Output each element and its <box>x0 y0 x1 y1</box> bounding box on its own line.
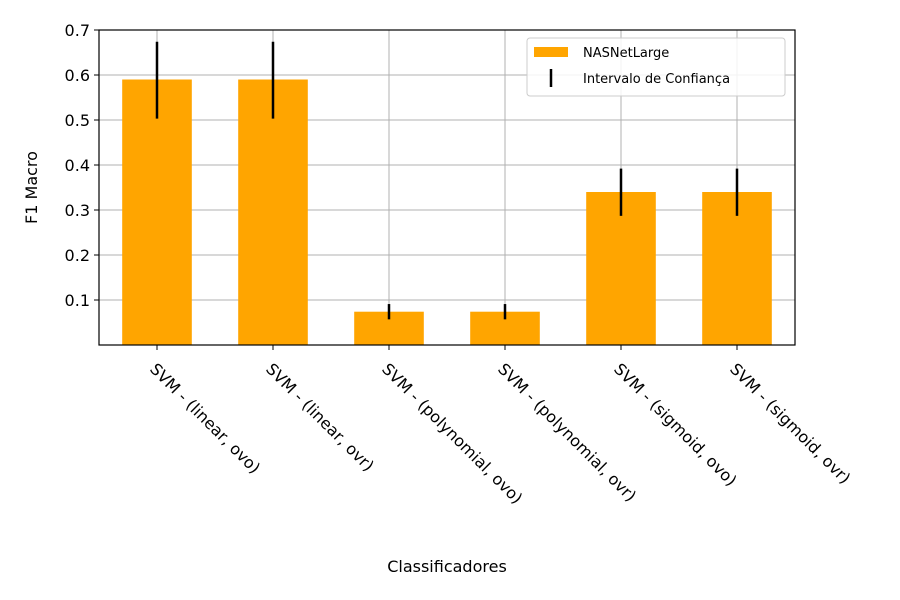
y-tick-label: 0.3 <box>65 201 90 220</box>
bar <box>238 79 308 345</box>
legend: NASNetLarge Intervalo de Confiança <box>526 37 786 97</box>
legend-swatch-bar <box>534 47 568 57</box>
y-tick-label: 0.2 <box>65 246 90 265</box>
y-tick-label: 0.5 <box>65 111 90 130</box>
y-tick-label: 0.4 <box>65 156 90 175</box>
bars <box>122 79 772 345</box>
error-bars <box>155 41 739 320</box>
x-axis-label: Classificadores <box>387 557 507 576</box>
legend-label-error: Intervalo de Confiança <box>583 72 730 87</box>
y-axis-label: F1 Macro <box>22 151 41 224</box>
plot-frame <box>98 29 796 346</box>
bar <box>122 79 192 345</box>
bar <box>586 192 656 345</box>
y-tick-label: 0.1 <box>65 291 90 310</box>
bar <box>702 192 772 345</box>
y-axis-ticks: 0.1 0.2 0.3 0.4 0.5 0.6 0.7 <box>65 21 99 310</box>
y-tick-label: 0.7 <box>65 21 90 40</box>
legend-label-series: NASNetLarge <box>583 46 669 61</box>
y-tick-label: 0.6 <box>65 66 90 85</box>
legend-box <box>526 37 786 97</box>
